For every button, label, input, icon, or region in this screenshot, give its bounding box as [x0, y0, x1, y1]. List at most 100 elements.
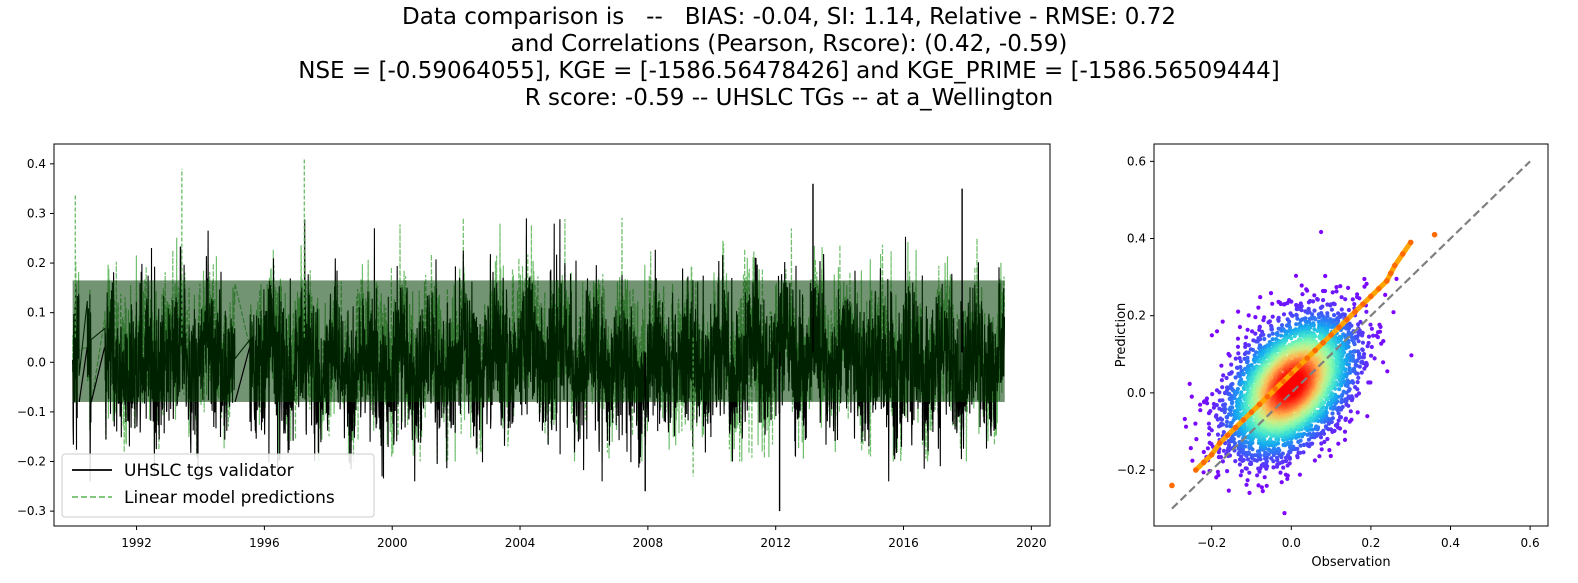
scatter-point	[1231, 437, 1236, 442]
scatter-point	[1323, 424, 1328, 429]
scatter-point	[1217, 390, 1222, 395]
scatter-point	[1280, 451, 1285, 456]
scatter-point	[1201, 449, 1206, 455]
scatter-point	[1339, 307, 1344, 312]
scatter-point	[1341, 389, 1346, 394]
x-tick-label: 2000	[377, 536, 408, 550]
scatter-point	[1260, 489, 1265, 494]
scatter-point	[1283, 472, 1288, 477]
scatter-point	[1218, 455, 1224, 460]
scatter-point	[1210, 392, 1215, 397]
gap-bridge-line	[90, 347, 106, 403]
scatter-point	[1346, 307, 1351, 313]
quantile-point	[1272, 386, 1279, 392]
scatter-point	[1235, 344, 1241, 349]
scatter-point	[1342, 429, 1348, 434]
legend-box	[61, 453, 375, 518]
quantile-point	[1240, 417, 1247, 423]
quantile-point	[1216, 440, 1223, 446]
quantile-point	[1344, 316, 1350, 323]
scatter-point	[1206, 421, 1211, 426]
scatter-point	[1298, 443, 1303, 448]
scatter-point	[1333, 423, 1338, 428]
quantile-point	[1352, 309, 1358, 315]
scatter-point	[1237, 356, 1242, 361]
scatter-point	[1220, 398, 1225, 403]
scatter-point	[1385, 369, 1390, 374]
scatter-point	[1287, 325, 1292, 330]
scatter-point	[1221, 430, 1226, 435]
scatter-point	[1287, 461, 1292, 466]
scatter-point	[1208, 409, 1213, 414]
scatter-point	[1306, 300, 1311, 305]
scatter-point	[1183, 424, 1189, 429]
y-tick-label: 0.0	[27, 355, 46, 369]
scatter-point	[1204, 396, 1209, 401]
scatter-point	[1339, 295, 1344, 300]
scatter-point	[1360, 340, 1365, 345]
scatter-point	[1356, 375, 1361, 380]
scatter-point	[1261, 318, 1266, 323]
scatter-point	[1311, 299, 1316, 304]
timeseries-y-axis: −0.3 −0.2 −0.1 0.0 0.1 0.2 0.3 0.4	[17, 157, 54, 518]
scatter-point	[1326, 400, 1331, 405]
scatter-point	[1364, 360, 1369, 366]
gap-bridge-line	[234, 347, 251, 403]
scatter-point	[1360, 347, 1365, 352]
scatter-point	[1198, 402, 1203, 407]
scatter-point	[1274, 455, 1280, 460]
y-tick-label: 0.1	[27, 306, 46, 320]
x-tick-label: 2008	[633, 536, 664, 550]
scatter-point	[1220, 385, 1225, 390]
scatter-point	[1327, 448, 1332, 453]
scatter-point	[1272, 446, 1277, 451]
scatter-point	[1190, 458, 1195, 463]
scatter-point	[1355, 380, 1360, 385]
scatter-point	[1351, 368, 1356, 373]
y-tick-label: −0.1	[17, 405, 46, 419]
scatter-point	[1289, 336, 1294, 341]
scatter-point	[1345, 354, 1350, 359]
scatter-point	[1283, 441, 1288, 446]
scatter-point	[1296, 439, 1301, 444]
quantile-point	[1376, 285, 1382, 292]
y-tick-label: 0.4	[1127, 232, 1146, 246]
scatter-point	[1383, 292, 1388, 297]
gap-bridge-line	[78, 347, 88, 403]
scatter-point	[1224, 419, 1230, 424]
scatter-point	[1301, 450, 1306, 455]
scatter-point	[1289, 383, 1294, 388]
scatter-point	[1258, 295, 1263, 300]
scatter-point	[1241, 457, 1246, 463]
scatter-point	[1300, 292, 1305, 297]
scatter-point	[1318, 435, 1324, 440]
scatter-point	[1391, 310, 1396, 315]
scatter-point	[1214, 413, 1219, 418]
scatter-point	[1305, 310, 1310, 315]
title-line-2: and Correlations (Pearson, Rscore): (0.4…	[510, 31, 1068, 57]
x-tick-label: 1996	[249, 536, 280, 550]
timeseries-panel: 1992 1996 2000 2004 2008 2012 2016 2020 −0.3−0.…	[17, 143, 1051, 550]
scatter-point	[1268, 437, 1273, 442]
scatter-point	[1301, 442, 1306, 447]
series-overlap-band	[72, 280, 1005, 402]
scatter-point	[1351, 349, 1356, 354]
scatter-point	[1256, 305, 1261, 310]
scatter-point	[1372, 356, 1377, 361]
scatter-point	[1311, 323, 1316, 328]
scatter-point	[1368, 322, 1373, 327]
scatter-point	[1336, 339, 1341, 344]
scatter-panel: −0.2 0.0 0.2 0.4 0.6 −0.2 0.0 0.2 0.4 0.6 Observ…	[1114, 143, 1549, 570]
scatter-point	[1262, 475, 1267, 480]
scatter-point	[1359, 370, 1364, 375]
y-tick-label: 0.2	[1127, 309, 1146, 323]
scatter-point	[1276, 318, 1281, 323]
scatter-point	[1237, 324, 1242, 330]
scatter-point	[1236, 351, 1241, 356]
scatter-point	[1255, 473, 1260, 478]
scatter-point	[1343, 383, 1348, 388]
scatter-point	[1296, 450, 1301, 455]
scatter-point	[1312, 458, 1317, 463]
quantile-point	[1304, 355, 1311, 361]
scatter-point	[1285, 300, 1290, 306]
